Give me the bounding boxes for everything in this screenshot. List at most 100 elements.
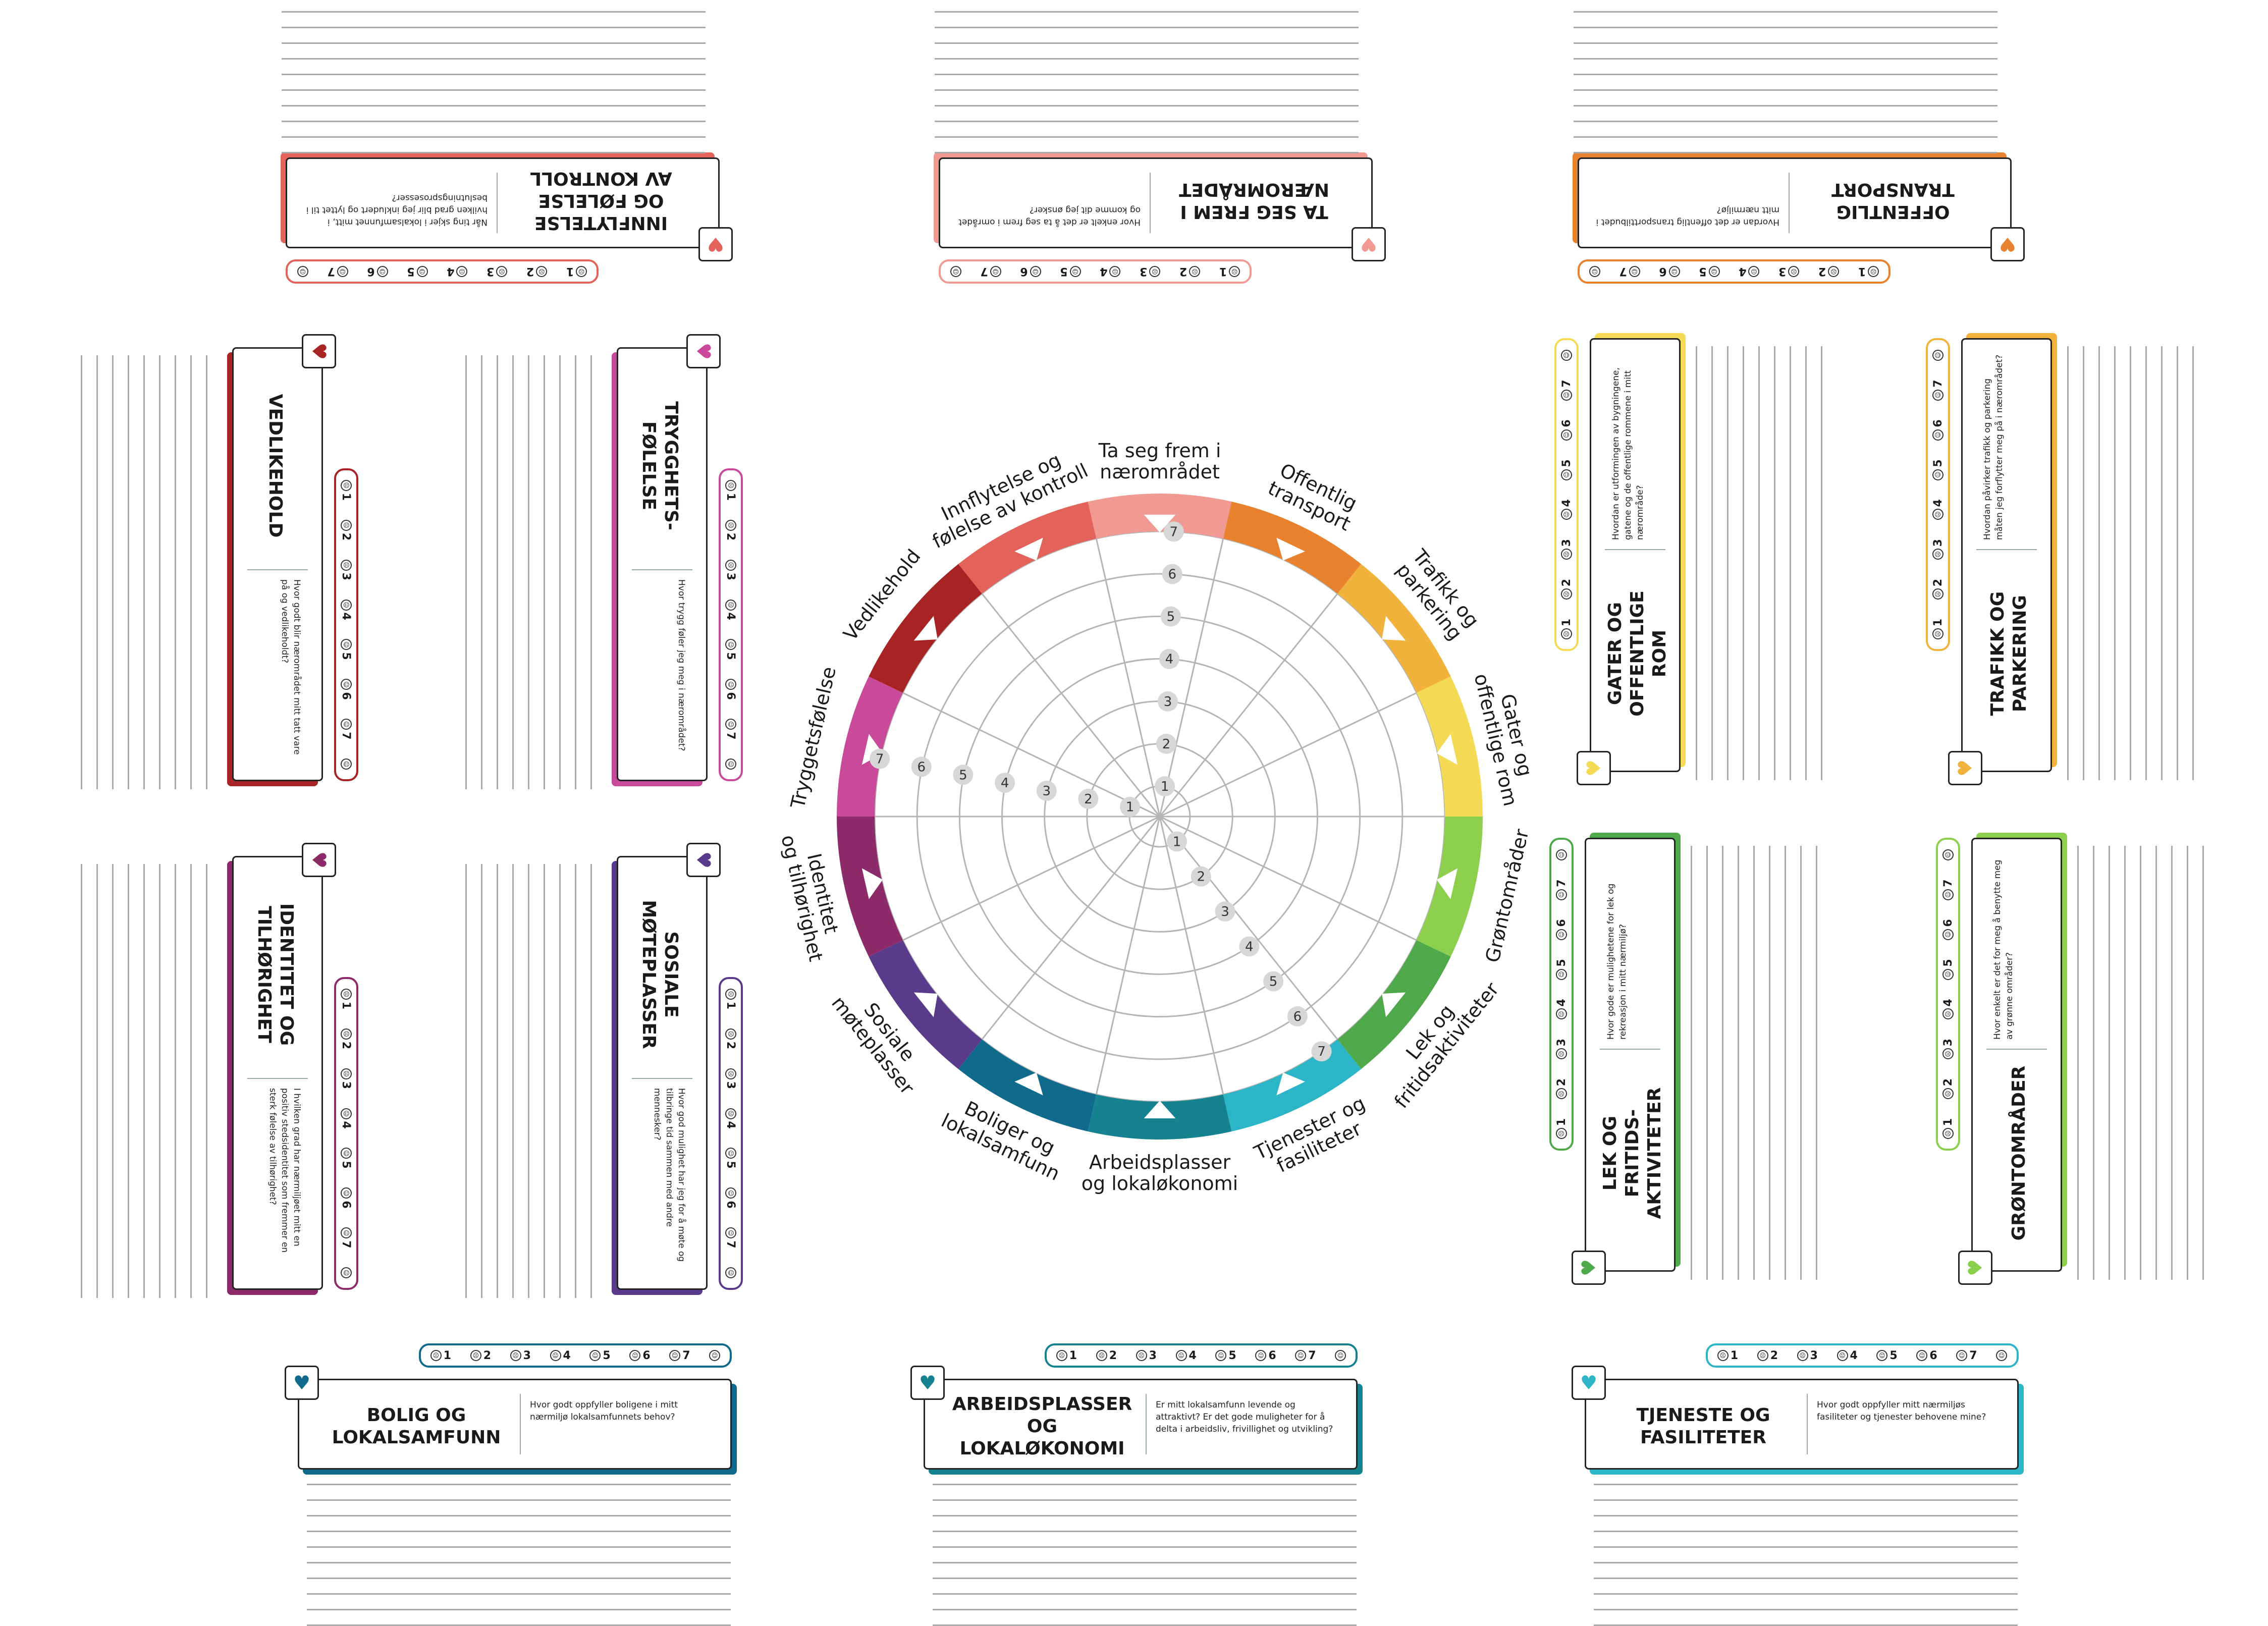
rating-scale[interactable]: ☹ 1 ☹ 2 ☹ 3 😐 4 ☺ 5 ☺ 6 ☺ 7 ☺ bbox=[1554, 338, 1579, 651]
rating-option-3[interactable]: ☹ 3 bbox=[1942, 1039, 1955, 1060]
rating-scale[interactable]: ☹ 1 ☹ 2 ☹ 3 😐 4 ☺ 5 ☺ 6 ☺ 7 ☺ bbox=[334, 977, 358, 1290]
rating-option-6[interactable]: ☺ 6 bbox=[1555, 919, 1568, 940]
rating-option-4[interactable]: 😐 4 bbox=[1837, 1349, 1858, 1362]
rating-option-2[interactable]: ☹ 2 bbox=[340, 1028, 353, 1049]
rating-option-3[interactable]: ☹ 3 bbox=[725, 1068, 737, 1089]
rating-scale[interactable]: ☹ 1 ☹ 2 ☹ 3 😐 4 ☺ 5 ☺ 6 ☺ 7 ☺ bbox=[1706, 1343, 2019, 1368]
rating-option-4[interactable]: 😐 4 bbox=[1932, 499, 1945, 520]
rating-option-5[interactable]: ☺ 5 bbox=[340, 639, 353, 660]
rating-option-2[interactable]: ☹ 2 bbox=[1096, 1349, 1117, 1362]
rating-option-3[interactable]: ☹ 3 bbox=[1560, 539, 1573, 560]
rating-option-4[interactable]: 😐 4 bbox=[550, 1349, 571, 1362]
rating-option-7[interactable]: ☺ 7 bbox=[1560, 380, 1573, 401]
rating-scale[interactable]: ☹ 1 ☹ 2 ☹ 3 😐 4 ☺ 5 ☺ 6 ☺ 7 ☺ bbox=[719, 468, 743, 781]
rating-option-1[interactable]: ☹ 1 bbox=[1555, 1118, 1568, 1140]
rating-option-1[interactable]: ☹ 1 bbox=[1858, 265, 1879, 278]
rating-option-3[interactable]: ☹ 3 bbox=[1797, 1349, 1818, 1362]
rating-option-5[interactable]: ☺ 5 bbox=[1699, 265, 1720, 278]
rating-option-5[interactable]: ☺ 5 bbox=[589, 1349, 611, 1362]
rating-option-3[interactable]: ☹ 3 bbox=[340, 1068, 353, 1089]
rating-option-1[interactable]: ☹ 1 bbox=[1717, 1349, 1738, 1362]
rating-option-1[interactable]: ☹ 1 bbox=[1056, 1349, 1077, 1362]
rating-scale[interactable]: ☹ 1 ☹ 2 ☹ 3 😐 4 ☺ 5 ☺ 6 ☺ 7 ☺ bbox=[1936, 838, 1960, 1151]
rating-option-1[interactable]: ☹ 1 bbox=[1560, 619, 1573, 640]
rating-option-6[interactable]: ☺ 6 bbox=[725, 1187, 737, 1209]
rating-option-7[interactable]: ☺ 7 bbox=[340, 719, 353, 740]
rating-option-3[interactable]: ☹ 3 bbox=[1932, 539, 1945, 560]
rating-option-4[interactable]: 😐 4 bbox=[1560, 499, 1573, 520]
rating-option-1[interactable]: ☹ 1 bbox=[725, 988, 737, 1009]
rating-option-2[interactable]: ☹ 2 bbox=[1555, 1078, 1568, 1100]
rating-scale[interactable]: ☹ 1 ☹ 2 ☹ 3 😐 4 ☺ 5 ☺ 6 ☺ 7 ☺ bbox=[1926, 338, 1950, 651]
rating-option-1[interactable]: ☹ 1 bbox=[1942, 1118, 1955, 1140]
rating-option-3[interactable]: ☹ 3 bbox=[340, 559, 353, 580]
rating-scale[interactable]: ☹ 1 ☹ 2 ☹ 3 😐 4 ☺ 5 ☺ 6 ☺ 7 ☺ bbox=[1549, 838, 1574, 1151]
rating-option-1[interactable]: ☹ 1 bbox=[725, 479, 737, 501]
rating-option-6[interactable]: ☺ 6 bbox=[340, 679, 353, 700]
rating-option-7[interactable]: ☺ 7 bbox=[340, 1227, 353, 1249]
rating-option-2[interactable]: ☹ 2 bbox=[1818, 265, 1840, 278]
rating-option-5[interactable]: ☺ 5 bbox=[1555, 959, 1568, 980]
rating-option-2[interactable]: ☹ 2 bbox=[340, 519, 353, 540]
rating-option-6[interactable]: ☺ 6 bbox=[1020, 265, 1041, 278]
rating-option-5[interactable]: ☺ 5 bbox=[1560, 459, 1573, 480]
rating-option-5[interactable]: ☺ 5 bbox=[1942, 959, 1955, 980]
rating-option-7[interactable]: ☺ 7 bbox=[725, 719, 737, 740]
rating-option-3[interactable]: ☹ 3 bbox=[510, 1349, 531, 1362]
rating-option-4[interactable]: 😐 4 bbox=[1739, 265, 1760, 278]
rating-option-2[interactable]: ☹ 2 bbox=[470, 1349, 491, 1362]
rating-option-2[interactable]: ☹ 2 bbox=[526, 265, 548, 278]
rating-option-5[interactable]: ☺ 5 bbox=[1215, 1349, 1236, 1362]
rating-option-6[interactable]: ☺ 6 bbox=[1560, 419, 1573, 441]
rating-option-4[interactable]: 😐 4 bbox=[725, 1108, 737, 1129]
rating-scale[interactable]: ☹ 1 ☹ 2 ☹ 3 😐 4 ☺ 5 ☺ 6 ☺ 7 ☺ bbox=[286, 259, 599, 284]
rating-option-6[interactable]: ☺ 6 bbox=[1659, 265, 1680, 278]
rating-option-5[interactable]: ☺ 5 bbox=[340, 1148, 353, 1169]
rating-option-7[interactable]: ☺ 7 bbox=[980, 265, 1001, 278]
rating-option-3[interactable]: ☹ 3 bbox=[725, 559, 737, 580]
rating-scale[interactable]: ☹ 1 ☹ 2 ☹ 3 😐 4 ☺ 5 ☺ 6 ☺ 7 ☺ bbox=[419, 1343, 732, 1368]
rating-option-6[interactable]: ☺ 6 bbox=[367, 265, 388, 278]
rating-option-5[interactable]: ☺ 5 bbox=[407, 265, 428, 278]
rating-option-6[interactable]: ☺ 6 bbox=[725, 679, 737, 700]
rating-option-7[interactable]: ☺ 7 bbox=[1555, 879, 1568, 900]
rating-option-4[interactable]: 😐 4 bbox=[340, 1108, 353, 1129]
rating-option-6[interactable]: ☺ 6 bbox=[629, 1349, 651, 1362]
rating-option-6[interactable]: ☺ 6 bbox=[340, 1187, 353, 1209]
rating-option-4[interactable]: 😐 4 bbox=[725, 599, 737, 620]
rating-option-2[interactable]: ☹ 2 bbox=[1942, 1078, 1955, 1100]
rating-option-3[interactable]: ☹ 3 bbox=[1140, 265, 1161, 278]
rating-option-7[interactable]: ☺ 7 bbox=[725, 1227, 737, 1249]
rating-scale[interactable]: ☹ 1 ☹ 2 ☹ 3 😐 4 ☺ 5 ☺ 6 ☺ 7 ☺ bbox=[1578, 259, 1891, 284]
rating-option-7[interactable]: ☺ 7 bbox=[1942, 879, 1955, 900]
rating-option-6[interactable]: ☺ 6 bbox=[1942, 919, 1955, 940]
rating-option-7[interactable]: ☺ 7 bbox=[1956, 1349, 1977, 1362]
rating-option-1[interactable]: ☹ 1 bbox=[1219, 265, 1240, 278]
rating-option-6[interactable]: ☺ 6 bbox=[1916, 1349, 1937, 1362]
rating-option-2[interactable]: ☹ 2 bbox=[1179, 265, 1201, 278]
rating-option-7[interactable]: ☺ 7 bbox=[669, 1349, 690, 1362]
rating-option-2[interactable]: ☹ 2 bbox=[1757, 1349, 1778, 1362]
rating-option-7[interactable]: ☺ 7 bbox=[1932, 380, 1945, 401]
rating-scale[interactable]: ☹ 1 ☹ 2 ☹ 3 😐 4 ☺ 5 ☺ 6 ☺ 7 ☺ bbox=[939, 259, 1252, 284]
rating-option-4[interactable]: 😐 4 bbox=[1555, 999, 1568, 1020]
rating-option-4[interactable]: 😐 4 bbox=[1942, 999, 1955, 1020]
rating-option-4[interactable]: 😐 4 bbox=[340, 599, 353, 620]
rating-option-7[interactable]: ☺ 7 bbox=[1619, 265, 1640, 278]
rating-option-6[interactable]: ☺ 6 bbox=[1932, 419, 1945, 441]
rating-option-7[interactable]: ☺ 7 bbox=[327, 265, 348, 278]
rating-scale[interactable]: ☹ 1 ☹ 2 ☹ 3 😐 4 ☺ 5 ☺ 6 ☺ 7 ☺ bbox=[1045, 1343, 1358, 1368]
rating-option-1[interactable]: ☹ 1 bbox=[430, 1349, 451, 1362]
rating-option-5[interactable]: ☺ 5 bbox=[725, 639, 737, 660]
rating-option-1[interactable]: ☹ 1 bbox=[566, 265, 587, 278]
rating-option-2[interactable]: ☹ 2 bbox=[725, 1028, 737, 1049]
rating-option-5[interactable]: ☺ 5 bbox=[1876, 1349, 1898, 1362]
rating-option-7[interactable]: ☺ 7 bbox=[1295, 1349, 1316, 1362]
rating-option-1[interactable]: ☹ 1 bbox=[340, 988, 353, 1009]
rating-option-5[interactable]: ☺ 5 bbox=[1932, 459, 1945, 480]
rating-option-3[interactable]: ☹ 3 bbox=[1778, 265, 1800, 278]
rating-option-1[interactable]: ☹ 1 bbox=[1932, 619, 1945, 640]
rating-option-4[interactable]: 😐 4 bbox=[1175, 1349, 1197, 1362]
rating-scale[interactable]: ☹ 1 ☹ 2 ☹ 3 😐 4 ☺ 5 ☺ 6 ☺ 7 ☺ bbox=[719, 977, 743, 1290]
rating-option-5[interactable]: ☺ 5 bbox=[1060, 265, 1081, 278]
